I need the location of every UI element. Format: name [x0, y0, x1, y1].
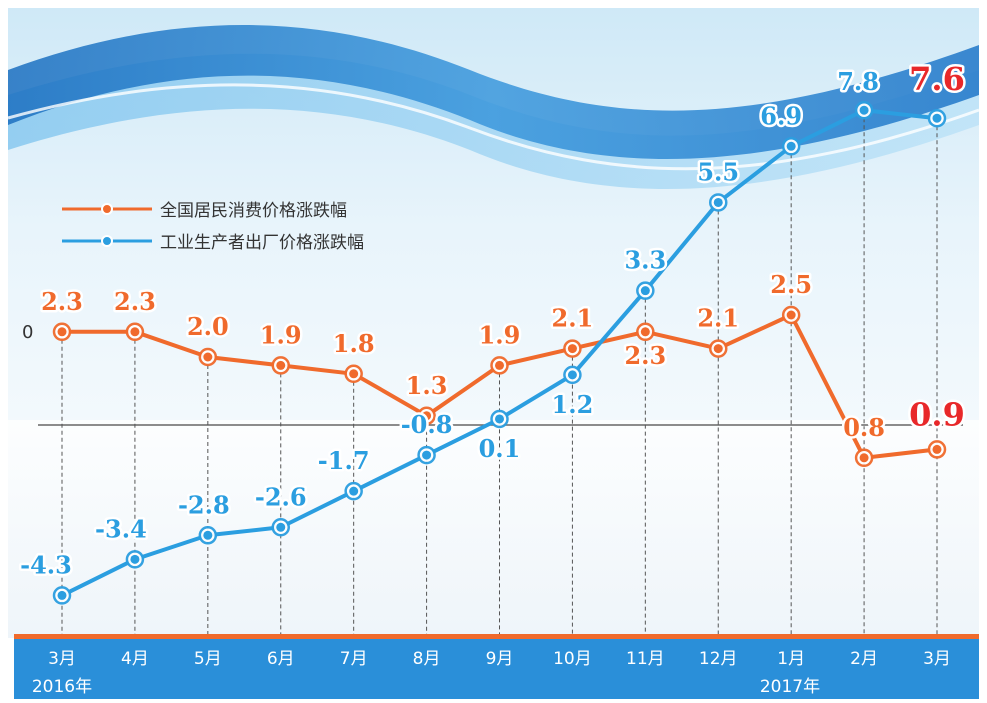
cpi-data-label: 2.3 — [114, 287, 156, 316]
zero-axis-label: 0 — [22, 322, 33, 343]
legend-item-ppi: 工业生产者出厂价格涨跌幅 — [62, 233, 364, 253]
ppi-point — [567, 370, 577, 380]
cpi-point — [130, 327, 140, 337]
ppi-data-label: 7.8 — [837, 67, 879, 96]
ppi-data-label: -0.8 — [401, 410, 453, 439]
ppi-point — [276, 522, 286, 532]
cpi-data-label: 2.3 — [624, 341, 666, 370]
x-tick-label: 6月 — [267, 649, 295, 669]
cpi-data-label: 0.8 — [843, 413, 885, 442]
cpi-point — [276, 360, 286, 370]
x-tick-label: 10月 — [553, 649, 592, 669]
cpi-data-label: 1.9 — [479, 320, 521, 349]
x-tick-label: 1月 — [777, 649, 805, 669]
series-cpi: 2.3 2.3 2.0 1.9 1.8 1.3 1.9 2.1 2.3 2.1 2.5 0.8 0.9 — [39, 268, 967, 468]
ppi-point — [859, 105, 869, 115]
x-tick-label: 4月 — [121, 649, 149, 669]
x-tick-label: 11月 — [626, 649, 665, 669]
x-tick-label: 5月 — [194, 649, 222, 669]
ppi-data-label: -4.3 — [20, 550, 72, 579]
decorative-wave-highlight — [7, 83, 980, 171]
x-tick-label: 12月 — [699, 649, 738, 669]
x-tick-label: 3月 — [923, 649, 951, 669]
legend-label-cpi: 全国居民消费价格涨跌幅 — [160, 201, 347, 221]
cpi-data-label: 2.0 — [187, 312, 229, 341]
x-tick-label: 7月 — [340, 649, 368, 669]
ppi-data-label: -2.8 — [178, 490, 230, 519]
legend: 全国居民消费价格涨跌幅 工业生产者出厂价格涨跌幅 — [62, 201, 364, 253]
ppi-data-label: -2.6 — [255, 482, 307, 511]
legend-label-ppi: 工业生产者出厂价格涨跌幅 — [160, 233, 364, 253]
ppi-point — [203, 530, 213, 540]
cpi-point — [349, 369, 359, 379]
x-tick-label: 3月 — [48, 649, 76, 669]
ppi-data-label: 7.6 — [909, 60, 965, 98]
ppi-point — [57, 590, 67, 600]
cpi-point — [640, 327, 650, 337]
decorative-wave — [8, 25, 979, 159]
ppi-data-label: 0.1 — [479, 434, 521, 463]
ppi-point — [495, 414, 504, 424]
cpi-point — [713, 344, 723, 354]
cpi-data-label: 0.9 — [909, 395, 965, 433]
cpi-data-label: 1.9 — [260, 320, 302, 349]
ppi-data-label: 5.5 — [697, 157, 739, 186]
ppi-point — [349, 486, 359, 496]
cpi-point — [57, 327, 67, 337]
ppi-data-label: 6.9 — [760, 101, 802, 130]
x-tick-label: 2月 — [850, 649, 878, 669]
series-ppi: -4.3 -3.4 -2.8 -2.6 -1.7 -0.8 0.1 1.2 3.3 5.5 6.9 7… — [18, 58, 967, 605]
x-axis-band — [14, 639, 979, 699]
cpi-point — [932, 444, 942, 454]
x-tick-label: 8月 — [413, 649, 441, 669]
ppi-data-label: -1.7 — [318, 446, 370, 475]
lower-background — [8, 420, 979, 638]
x-axis-ticks: 3月 4月 5月 6月 7月 8月 9月 10月 11月 12月 1月 2月 3月 — [48, 649, 951, 669]
ppi-data-label: -3.4 — [95, 514, 147, 543]
cpi-point — [859, 453, 869, 463]
cpi-data-label: 2.3 — [41, 287, 83, 316]
ppi-data-label: 3.3 — [624, 246, 666, 275]
ppi-point — [640, 286, 650, 296]
ppi-point — [786, 141, 796, 151]
year-label-2017: 2017年 — [760, 677, 820, 697]
year-label-2016: 2016年 — [32, 677, 92, 697]
cpi-point — [495, 360, 504, 370]
ppi-point — [130, 554, 140, 564]
ppi-point — [422, 450, 432, 460]
cpi-point — [203, 352, 213, 362]
ppi-point — [713, 197, 723, 207]
cpi-data-label: 2.5 — [770, 270, 812, 299]
cpi-data-label: 2.1 — [697, 304, 739, 333]
ppi-point — [932, 113, 942, 123]
legend-item-cpi: 全国居民消费价格涨跌幅 — [62, 201, 347, 221]
x-tick-label: 9月 — [486, 649, 514, 669]
cpi-point — [786, 310, 796, 320]
cpi-data-label: 2.1 — [552, 304, 594, 333]
axis-band-accent — [14, 634, 979, 639]
cpi-data-label: 1.3 — [406, 371, 448, 400]
cpi-data-label: 1.8 — [333, 329, 375, 358]
cpi-point — [567, 344, 577, 354]
ppi-data-label: 1.2 — [552, 390, 594, 419]
cpi-point — [422, 411, 432, 421]
